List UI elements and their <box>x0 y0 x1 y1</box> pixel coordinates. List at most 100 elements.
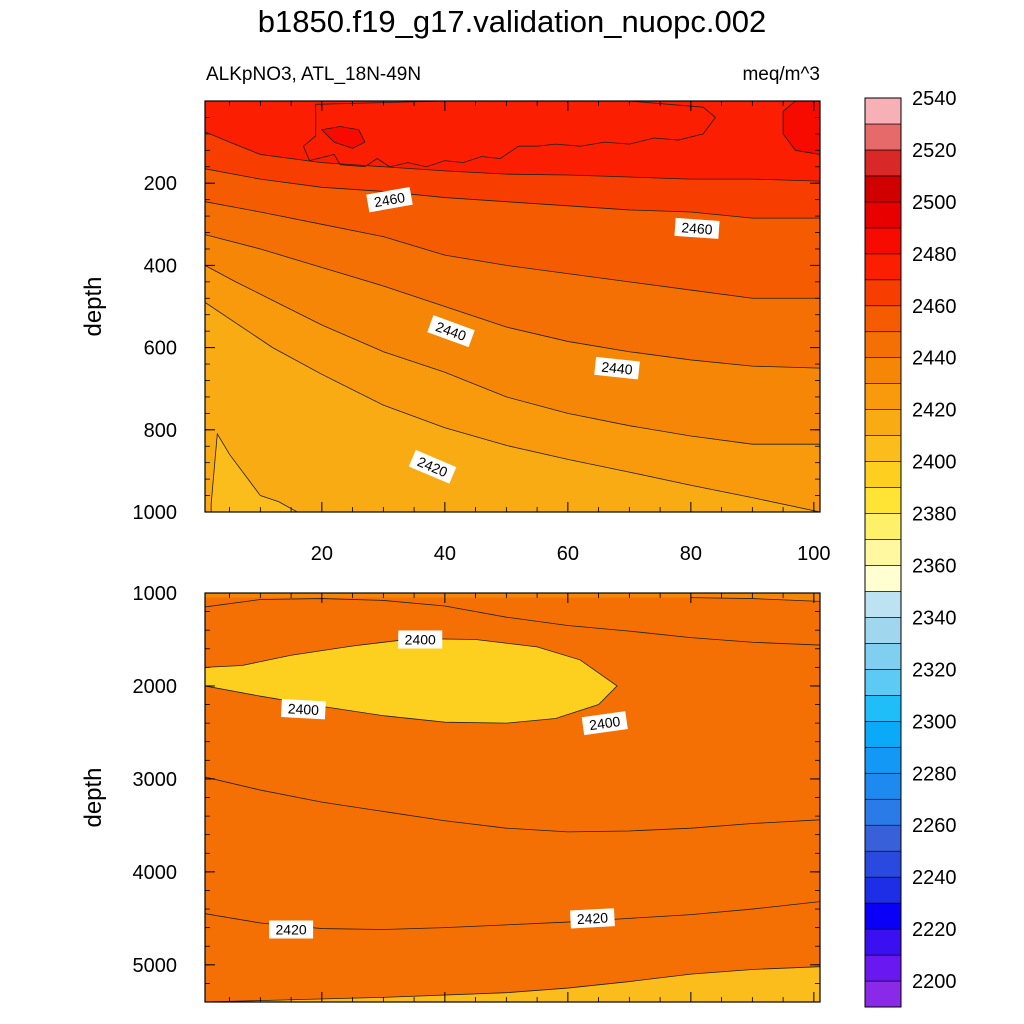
colorbar-tick-label: 2240 <box>912 867 957 889</box>
colorbar-swatch <box>864 902 902 930</box>
colorbar-swatch <box>864 617 902 644</box>
colorbar-swatch <box>864 175 902 203</box>
colorbar-tick-label: 2500 <box>912 192 957 214</box>
colorbar-swatch <box>864 227 902 255</box>
contour-label-text: 2460 <box>681 219 713 237</box>
colorbar-swatch <box>864 357 902 384</box>
x-tick-label: 80 <box>680 543 702 565</box>
y-tick-label: 800 <box>144 420 177 442</box>
colorbar-tick-label: 2320 <box>912 659 957 681</box>
colorbar-swatch <box>864 591 902 618</box>
colorbar-swatch <box>864 97 902 125</box>
colorbar-swatch <box>864 772 902 800</box>
colorbar-tick-label: 2540 <box>912 88 957 110</box>
x-tick-label: 40 <box>434 543 456 565</box>
colorbar-swatch <box>864 435 902 462</box>
y-axis-label: depth <box>80 767 107 827</box>
contour-line-2420 <box>205 265 820 445</box>
colorbar-tick-label: 2360 <box>912 555 957 577</box>
colorbar-swatch <box>864 824 902 852</box>
contour-band-2420 <box>205 593 820 602</box>
colorbar-swatch <box>864 383 902 410</box>
colorbar-swatch <box>864 798 902 826</box>
colorbar-swatch <box>864 253 902 281</box>
contour-label-text: 2460 <box>373 189 407 210</box>
colorbar-tick-label: 2260 <box>912 815 957 837</box>
contour-line-2400 <box>210 432 298 512</box>
colorbar-swatch <box>864 980 902 1008</box>
contour-label-text: 2400 <box>588 713 621 733</box>
contour-label-text: 2420 <box>276 921 307 937</box>
colorbar-tick-label: 2220 <box>912 919 957 941</box>
contour-label: 2400 <box>398 630 443 649</box>
colorbar-tick-label: 2300 <box>912 711 957 733</box>
contour-label-text: 2420 <box>576 910 608 928</box>
colorbar-swatch <box>864 721 902 748</box>
contour-line-2440 <box>205 201 820 299</box>
contour-label-text: 2440 <box>601 359 634 378</box>
y-axis-label: depth <box>80 276 107 336</box>
contour-line-2430 <box>205 966 820 1002</box>
y-tick-label: 2000 <box>133 676 178 698</box>
colorbar-swatch <box>864 876 902 904</box>
contour-label: 2460 <box>674 217 720 239</box>
contour-region-2480 <box>321 126 365 149</box>
colorbar-tick-label: 2420 <box>912 400 957 422</box>
colorbar-swatch <box>864 461 902 488</box>
x-tick-label: 20 <box>311 543 333 565</box>
colorbar: 2200 2220 2240 2260 2280 2300 2320 2340 2360 2380… <box>864 88 957 1008</box>
y-tick-label: 3000 <box>133 769 178 791</box>
colorbar-swatch <box>864 539 902 566</box>
colorbar-swatch <box>864 487 902 514</box>
colorbar-swatch <box>864 123 902 151</box>
colorbar-swatch <box>864 513 902 540</box>
colorbar-swatch <box>864 331 902 359</box>
colorbar-tick-label: 2200 <box>912 971 957 993</box>
colorbar-tick-label: 2340 <box>912 607 957 629</box>
colorbar-swatch <box>864 850 902 878</box>
contour-region-2470 <box>303 101 716 167</box>
y-tick-label: 5000 <box>133 955 178 977</box>
x-tick-label: 100 <box>797 543 830 565</box>
colorbar-swatch <box>864 695 902 722</box>
colorbar-tick-label: 2380 <box>912 504 957 526</box>
colorbar-swatch <box>864 201 902 229</box>
contour-line-2480 <box>321 126 366 149</box>
plot-frame <box>204 100 821 513</box>
y-tick-label: 4000 <box>133 862 178 884</box>
contour-line-2470 <box>302 101 716 168</box>
colorbar-swatch <box>864 409 902 436</box>
colorbar-swatch <box>864 279 902 307</box>
contour-label: 2420 <box>570 908 615 929</box>
contour-label: 2460 <box>366 186 413 213</box>
contour-label: 2400 <box>581 711 628 736</box>
x-tick-label: 60 <box>557 543 579 565</box>
contour-label-text: 2400 <box>405 631 436 647</box>
contour-line-2430 <box>205 234 820 369</box>
lower-contour-panel: 2400 2400 2400 2420 2420 1000 2000 3000 4000 5000… <box>80 583 821 1003</box>
contour-line-2410 <box>205 302 820 512</box>
colorbar-tick-label: 2440 <box>912 348 957 370</box>
colorbar-swatch <box>864 643 902 670</box>
colorbar-tick-label: 2520 <box>912 140 957 162</box>
y-tick-label: 400 <box>144 255 177 277</box>
colorbar-swatch <box>864 149 902 177</box>
contour-line-2400 <box>205 598 820 646</box>
contour-line-2460 <box>205 131 820 182</box>
colorbar-swatch <box>864 305 902 333</box>
contour-label-text: 2400 <box>287 700 319 718</box>
colorbar-tick-label: 2280 <box>912 763 957 785</box>
contour-label: 2440 <box>594 356 640 380</box>
y-tick-label: 200 <box>144 173 177 195</box>
variable-region-label: ALKpNO3, ATL_18N-49N <box>206 64 422 85</box>
contour-region-2480 <box>783 101 820 155</box>
y-tick-label: 1000 <box>133 502 178 524</box>
colorbar-tick-label: 2400 <box>912 452 957 474</box>
contour-line-2420 <box>690 597 820 602</box>
y-tick-label: 1000 <box>133 583 178 605</box>
colorbar-swatch <box>864 928 902 956</box>
colorbar-tick-label: 2460 <box>912 296 957 318</box>
units-label: meq/m^3 <box>742 64 820 85</box>
colorbar-tick-label: 2480 <box>912 244 957 266</box>
